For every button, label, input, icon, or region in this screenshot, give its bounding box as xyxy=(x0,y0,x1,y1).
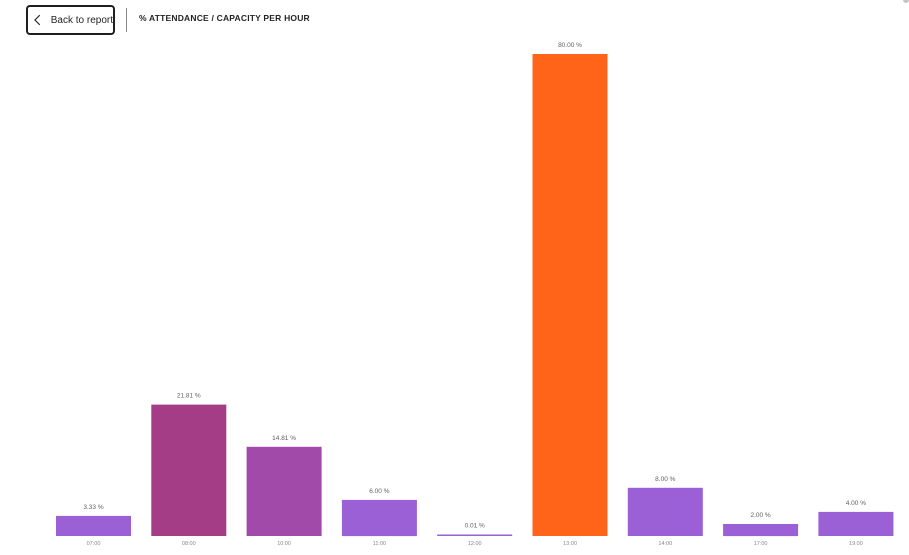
x-tick-label: 14:00 xyxy=(658,541,672,547)
corner-indicator xyxy=(903,0,909,3)
x-tick-label: 13:00 xyxy=(563,541,577,547)
data-label: 8.00 % xyxy=(655,476,675,483)
bar-1700[interactable] xyxy=(723,524,799,537)
data-label: 0.01 % xyxy=(465,523,485,530)
data-label: 3.33 % xyxy=(83,504,103,511)
data-label: 4.00 % xyxy=(846,500,866,507)
header: Back to report % ATTENDANCE / CAPACITY P… xyxy=(0,0,909,40)
x-tick-label: 19:00 xyxy=(849,541,863,547)
bar-1100[interactable] xyxy=(341,499,417,537)
data-label: 80.00 % xyxy=(558,42,582,49)
x-tick-label: 11:00 xyxy=(373,541,386,547)
back-to-report-label: Back to report xyxy=(50,14,113,26)
bar-1900[interactable] xyxy=(818,511,894,536)
data-label: 6.00 % xyxy=(369,488,389,495)
bar-1400[interactable] xyxy=(627,487,703,536)
x-tick-label: 07:00 xyxy=(87,541,101,547)
x-tick-label: 17:00 xyxy=(754,541,768,547)
back-to-report-button[interactable]: Back to report xyxy=(26,5,115,35)
bar-1300[interactable] xyxy=(532,54,608,536)
data-label: 2.00 % xyxy=(750,512,770,519)
bar-1000[interactable] xyxy=(246,446,322,536)
bar-0700[interactable] xyxy=(56,515,131,536)
chart-title: % ATTENDANCE / CAPACITY PER HOUR xyxy=(139,13,310,23)
x-tick-label: 10:00 xyxy=(277,541,291,547)
data-label: 14.81 % xyxy=(272,435,296,442)
data-label: 21.81 % xyxy=(177,393,201,400)
bar-1200[interactable] xyxy=(437,534,513,537)
bar-0800[interactable] xyxy=(151,404,227,536)
header-divider xyxy=(126,8,127,32)
x-tick-label: 12:00 xyxy=(468,541,482,547)
x-tick-label: 08:00 xyxy=(182,541,196,547)
chevron-left-icon xyxy=(34,14,41,26)
